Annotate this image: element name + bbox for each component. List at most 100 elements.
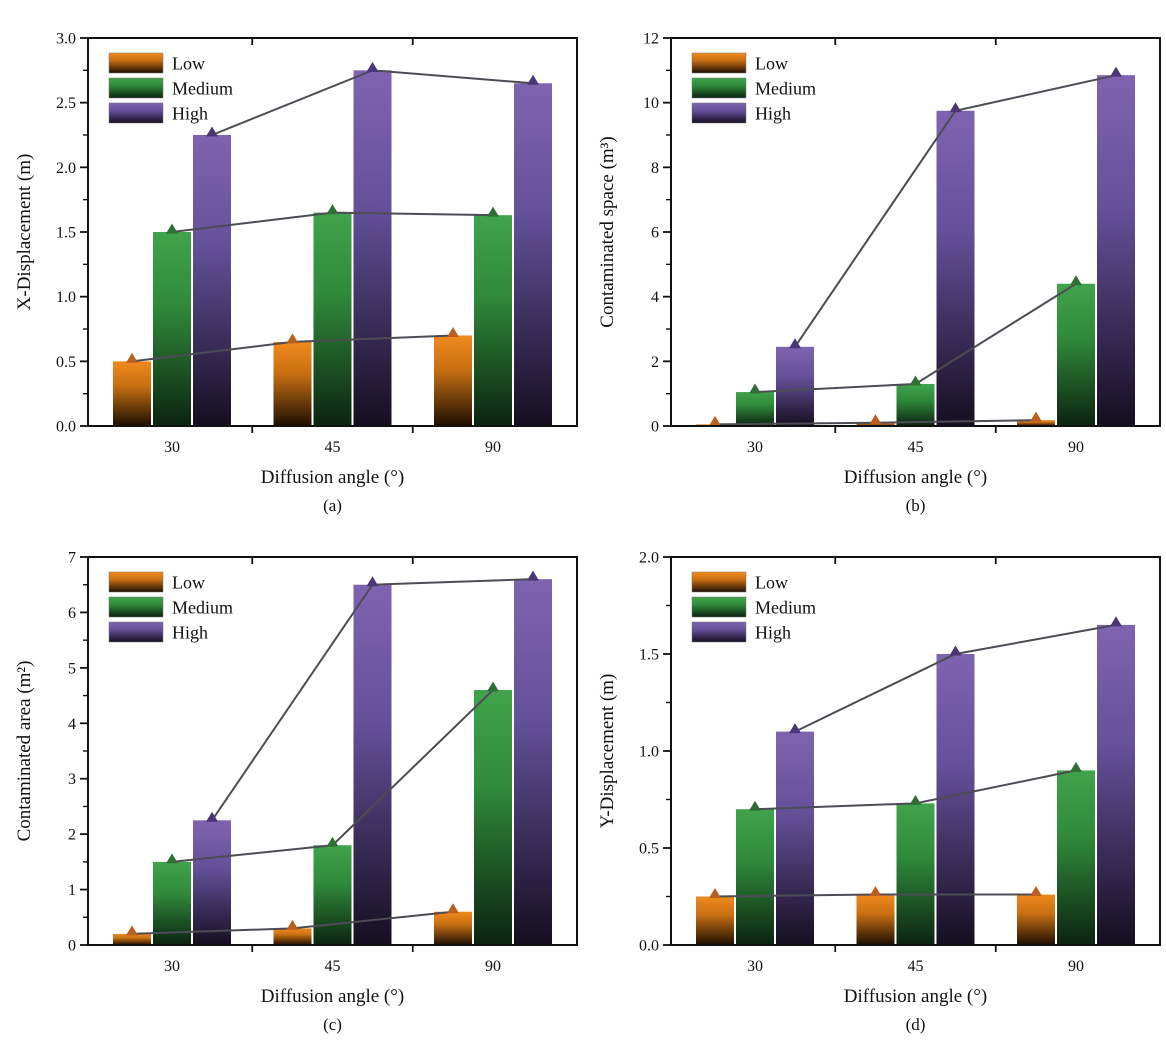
marker-medium bbox=[326, 204, 339, 215]
marker-low bbox=[1030, 411, 1042, 422]
caption: (a) bbox=[323, 496, 342, 515]
marker-low bbox=[709, 888, 721, 898]
x-axis-title: Diffusion angle (°) bbox=[261, 467, 404, 488]
y-axis: 0.0 0.5 1.0 1.5 2.0 bbox=[639, 550, 671, 955]
x-tick-label: 45 bbox=[908, 958, 924, 975]
bars bbox=[696, 624, 1135, 945]
y-axis: 0 2 4 6 8 10 12 bbox=[643, 31, 671, 436]
legend-swatch-high bbox=[108, 102, 164, 124]
bars bbox=[696, 75, 1135, 426]
y-tick-label: 1.0 bbox=[56, 289, 76, 306]
marker-high bbox=[1110, 616, 1122, 627]
marker-low bbox=[709, 415, 721, 426]
bar-low-30 bbox=[113, 933, 151, 945]
x-tick-label: 45 bbox=[908, 439, 924, 456]
y-axis-title: Contaminated area (m²) bbox=[14, 661, 35, 842]
y-tick-label: 6 bbox=[651, 225, 659, 242]
bar-low-90 bbox=[434, 335, 472, 426]
legend: Low Medium High bbox=[691, 52, 816, 124]
bar-low-45 bbox=[273, 928, 312, 945]
chart-b: 0 2 4 6 8 10 12 30 45 90 Diffusion angle (°) (b) Con… bbox=[597, 31, 1161, 515]
legend-label-low: Low bbox=[755, 54, 788, 74]
marker-low bbox=[447, 326, 459, 337]
marker-high bbox=[206, 126, 218, 137]
legend-swatch-low bbox=[691, 52, 747, 74]
y-tick-label: 3 bbox=[68, 771, 76, 788]
bar-high-90 bbox=[514, 579, 552, 945]
x-tick-label: 90 bbox=[485, 439, 501, 456]
marker-low bbox=[126, 352, 138, 363]
marker-medium bbox=[1070, 275, 1082, 286]
legend: Low Medium High bbox=[691, 571, 816, 643]
legend: Low Medium High bbox=[108, 571, 233, 643]
x-axis-title: Diffusion angle (°) bbox=[844, 986, 987, 1007]
x-tick-label: 90 bbox=[485, 958, 501, 975]
caption: (b) bbox=[906, 496, 926, 515]
x-tick-label: 45 bbox=[325, 439, 341, 456]
bars bbox=[113, 579, 552, 945]
bar-high-45 bbox=[353, 70, 392, 426]
y-tick-label: 8 bbox=[651, 160, 659, 177]
x-tick-label: 30 bbox=[164, 439, 180, 456]
bar-medium-30 bbox=[153, 232, 191, 426]
y-tick-label: 1.0 bbox=[639, 744, 659, 761]
y-tick-label: 0 bbox=[68, 938, 76, 955]
legend-label-medium: Medium bbox=[172, 598, 233, 618]
y-axis-title: Contaminated space (m³) bbox=[597, 136, 618, 327]
panel-d: 0.0 0.5 1.0 1.5 2.0 30 45 90 Diffusion angle (°)… bbox=[583, 519, 1166, 1038]
marker-high bbox=[949, 102, 962, 113]
marker-medium bbox=[749, 800, 761, 811]
y-axis-title: Y-Displacement (m) bbox=[597, 674, 618, 829]
bar-high-90 bbox=[1097, 75, 1135, 426]
bars bbox=[113, 70, 552, 427]
legend-swatch-low bbox=[108, 52, 164, 74]
bar-medium-90 bbox=[474, 690, 512, 945]
bar-medium-45 bbox=[896, 803, 935, 945]
legend-swatch-medium bbox=[691, 596, 747, 618]
y-tick-label: 0.5 bbox=[56, 354, 76, 371]
marker-low bbox=[869, 414, 882, 425]
legend-label-high: High bbox=[172, 104, 208, 124]
y-axis-title: X-Displacement (m) bbox=[14, 154, 35, 311]
bar-high-45 bbox=[936, 110, 975, 426]
y-axis: 0 1 2 3 4 5 6 7 bbox=[68, 550, 88, 955]
marker-medium bbox=[166, 223, 178, 234]
x-tick-label: 45 bbox=[325, 958, 341, 975]
y-tick-label: 4 bbox=[68, 716, 76, 733]
x-tick-label: 90 bbox=[1068, 958, 1084, 975]
y-tick-label: 1.5 bbox=[639, 647, 659, 664]
legend-label-low: Low bbox=[755, 573, 788, 593]
bar-high-45 bbox=[353, 584, 392, 945]
y-tick-label: 2.0 bbox=[639, 550, 659, 567]
bar-low-30 bbox=[113, 361, 151, 426]
marker-medium bbox=[487, 681, 499, 692]
x-axis-title: Diffusion angle (°) bbox=[261, 986, 404, 1007]
legend-swatch-high bbox=[691, 102, 747, 124]
bar-medium-45 bbox=[896, 383, 935, 426]
bar-high-30 bbox=[193, 135, 231, 426]
marker-medium bbox=[1070, 761, 1082, 772]
y-tick-label: 4 bbox=[651, 289, 659, 306]
y-tick-label: 0 bbox=[651, 419, 659, 436]
marker-medium bbox=[166, 853, 178, 864]
marker-medium bbox=[487, 206, 499, 217]
bar-low-90 bbox=[1017, 894, 1055, 945]
bar-high-30 bbox=[776, 346, 814, 426]
marker-high bbox=[366, 576, 379, 587]
caption: (c) bbox=[323, 1015, 342, 1034]
y-tick-label: 7 bbox=[68, 550, 76, 567]
bar-high-90 bbox=[514, 83, 552, 427]
caption: (d) bbox=[906, 1015, 926, 1034]
legend-swatch-medium bbox=[108, 77, 164, 99]
x-axis-title: Diffusion angle (°) bbox=[844, 467, 987, 488]
legend-label-medium: Medium bbox=[755, 79, 816, 99]
marker-medium bbox=[326, 836, 339, 847]
y-tick-label: 3.0 bbox=[56, 31, 76, 48]
marker-low bbox=[126, 925, 138, 936]
bar-medium-90 bbox=[1057, 770, 1095, 945]
y-tick-label: 2.0 bbox=[56, 160, 76, 177]
marker-high bbox=[527, 570, 539, 581]
y-tick-label: 0.0 bbox=[56, 419, 76, 436]
